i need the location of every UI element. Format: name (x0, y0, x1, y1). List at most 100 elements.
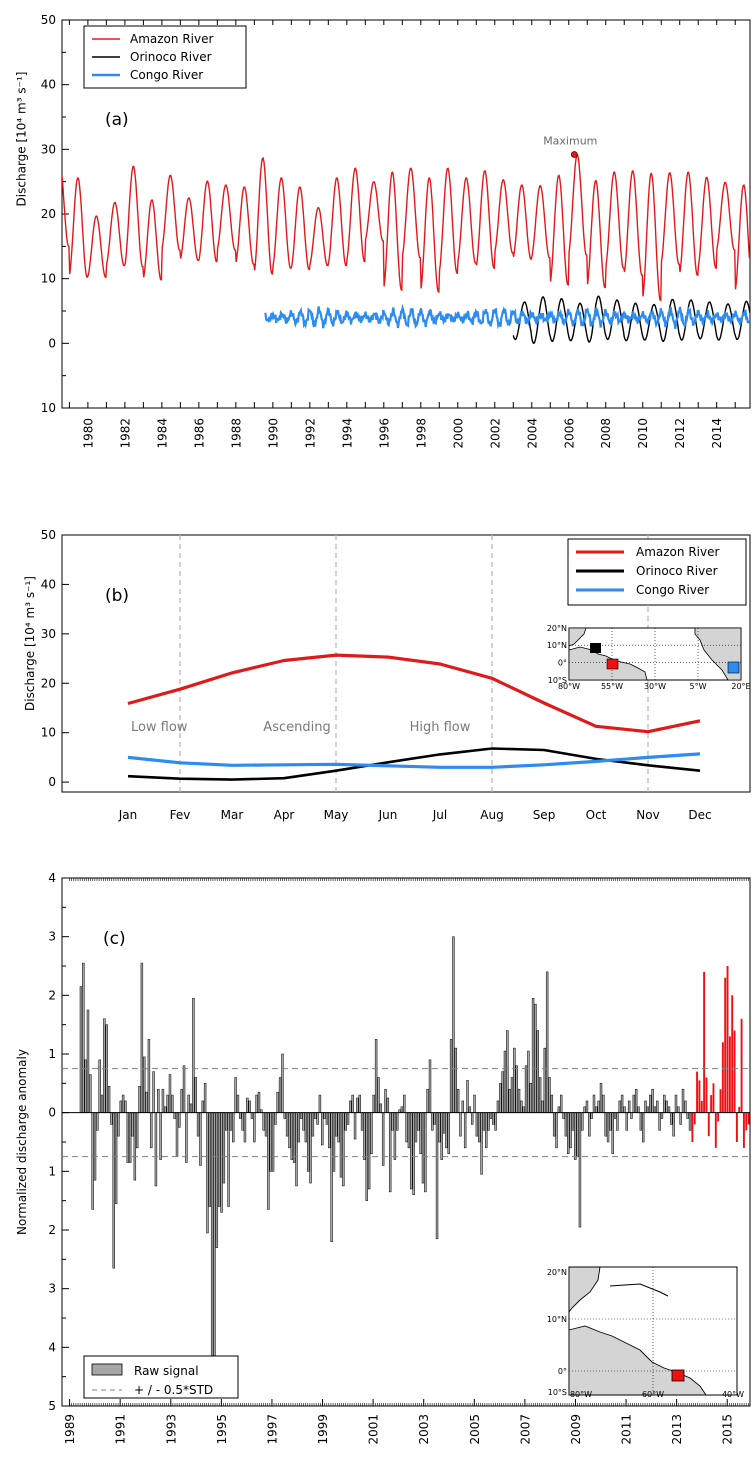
anomaly-bar (515, 1065, 518, 1113)
anomaly-bar (562, 1112, 565, 1119)
anomaly-bar (161, 1088, 165, 1113)
anomaly-bar (698, 1080, 701, 1113)
anomaly-bar (428, 1059, 432, 1113)
legend-label-std: + / - 0.5*STD (134, 1383, 213, 1397)
anomaly-bar (604, 1112, 607, 1137)
anomaly-bar (154, 1112, 158, 1187)
anomaly-bar (742, 1112, 745, 1148)
anomaly-bar (478, 1112, 481, 1143)
anomaly-bar (677, 1106, 680, 1113)
x-tick-label-c: 1997 (265, 1414, 279, 1445)
anomaly-bar (410, 1112, 413, 1190)
anomaly-bar (520, 1100, 523, 1113)
x-tick-label-a: 1994 (340, 418, 354, 449)
anomaly-bar (487, 1112, 490, 1131)
anomaly-bar (224, 1112, 228, 1131)
legend-label-orinoco: Orinoco River (130, 50, 212, 64)
central-america-landmass (568, 1266, 601, 1314)
anomaly-bar (203, 1083, 207, 1113)
map-lon-label: 30°W (644, 682, 666, 691)
anomaly-bar (581, 1112, 584, 1131)
y-tick-label-c: 1 (48, 1164, 56, 1178)
anomaly-bar (475, 1112, 479, 1137)
anomaly-bar (180, 1088, 183, 1113)
x-tick-label-a: 1980 (81, 418, 95, 449)
anomaly-bar (344, 1112, 347, 1131)
anomaly-bar (602, 1094, 605, 1113)
anomaly-bar (639, 1112, 643, 1131)
anomaly-bar (112, 1112, 115, 1269)
x-tick-label-b: Jan (118, 808, 138, 822)
anomaly-bar (321, 1112, 324, 1146)
panel-label-c: (c) (103, 929, 126, 949)
map-lat-label: 10°N (547, 641, 567, 650)
y-tick-label-a: 10 (41, 272, 56, 286)
anomaly-bar (714, 1112, 717, 1148)
anomaly-bar (435, 1112, 439, 1240)
x-tick-label-b: Jul (432, 808, 447, 822)
anomaly-bar (564, 1112, 568, 1137)
anomaly-bar (330, 1112, 333, 1242)
anomaly-bar (611, 1112, 614, 1154)
x-tick-label-b: Jun (378, 808, 398, 822)
anomaly-bar (386, 1097, 390, 1113)
anomaly-bar (335, 1112, 338, 1137)
anomaly-bar (84, 1059, 87, 1113)
y-axis-title-a: Discharge [10⁴ m³ s⁻¹] (15, 72, 29, 207)
anomaly-bar (707, 1112, 710, 1137)
anomaly-bar (641, 1112, 645, 1143)
anomaly-bar (599, 1083, 603, 1113)
anomaly-bar (86, 1009, 90, 1113)
anomaly-bar (620, 1094, 624, 1113)
anomaly-bar (674, 1094, 678, 1113)
anomaly-bar (405, 1112, 408, 1143)
x-tick-label-c: 1995 (215, 1414, 229, 1445)
y-tick-label-c: 3 (48, 1282, 56, 1296)
y-tick-label-a: 20 (41, 207, 56, 221)
anomaly-bar (592, 1094, 596, 1113)
anomaly-bar (262, 1112, 265, 1131)
anomaly-bar (646, 1106, 650, 1113)
y-tick-label-c: 2 (48, 1223, 56, 1237)
congo-site-marker (727, 661, 740, 674)
anomaly-bar (625, 1112, 629, 1131)
anomaly-bar (421, 1112, 425, 1184)
anomaly-bar (552, 1112, 556, 1137)
phase-label: Ascending (263, 720, 330, 735)
x-tick-label-c: 2007 (518, 1414, 532, 1445)
anomaly-bar (571, 1112, 575, 1131)
map-lon-label: 60°W (642, 1390, 664, 1399)
anomaly-bar (189, 1103, 193, 1113)
north-america-landmass (568, 627, 587, 647)
anomaly-bar (513, 1047, 516, 1113)
maximum-label: Maximum (543, 135, 597, 148)
x-tick-label-a: 1984 (155, 418, 169, 449)
anomaly-bar (578, 1112, 582, 1228)
anomaly-bar (717, 1112, 720, 1122)
anomaly-bar (534, 1003, 537, 1113)
anomaly-bar (567, 1112, 570, 1154)
maximum-marker (570, 151, 578, 158)
anomaly-bar (274, 1112, 277, 1125)
anomaly-bar (311, 1112, 315, 1137)
anomaly-bar (459, 1112, 462, 1137)
x-tick-label-a: 1986 (192, 418, 206, 449)
anomaly-bar (452, 936, 455, 1113)
anomaly-bar (569, 1112, 572, 1149)
phase-label: Low flow (131, 720, 188, 735)
anomaly-bar (138, 1086, 141, 1113)
anomaly-bar (131, 1112, 134, 1137)
anomaly-bar (96, 1112, 99, 1131)
x-tick-label-a: 2008 (599, 418, 613, 449)
anomaly-bar (606, 1112, 610, 1143)
anomaly-bar (407, 1112, 411, 1149)
inset-map-b: 20°N 10°N 0° 10°S80°W 55°W 30°W 5°W 20°E (547, 624, 751, 691)
map-lat-label: 10°S (548, 676, 567, 685)
anomaly-bar (396, 1112, 399, 1131)
x-tick-label-c: 1989 (63, 1414, 77, 1445)
anomaly-bar (588, 1112, 591, 1137)
y-axis-title-b: Discharge [10⁴ m³ s⁻¹] (23, 576, 37, 711)
x-tick-label-c: 2005 (468, 1414, 482, 1445)
anomaly-bar (370, 1112, 373, 1154)
map-lat-label: 0° (558, 658, 567, 667)
